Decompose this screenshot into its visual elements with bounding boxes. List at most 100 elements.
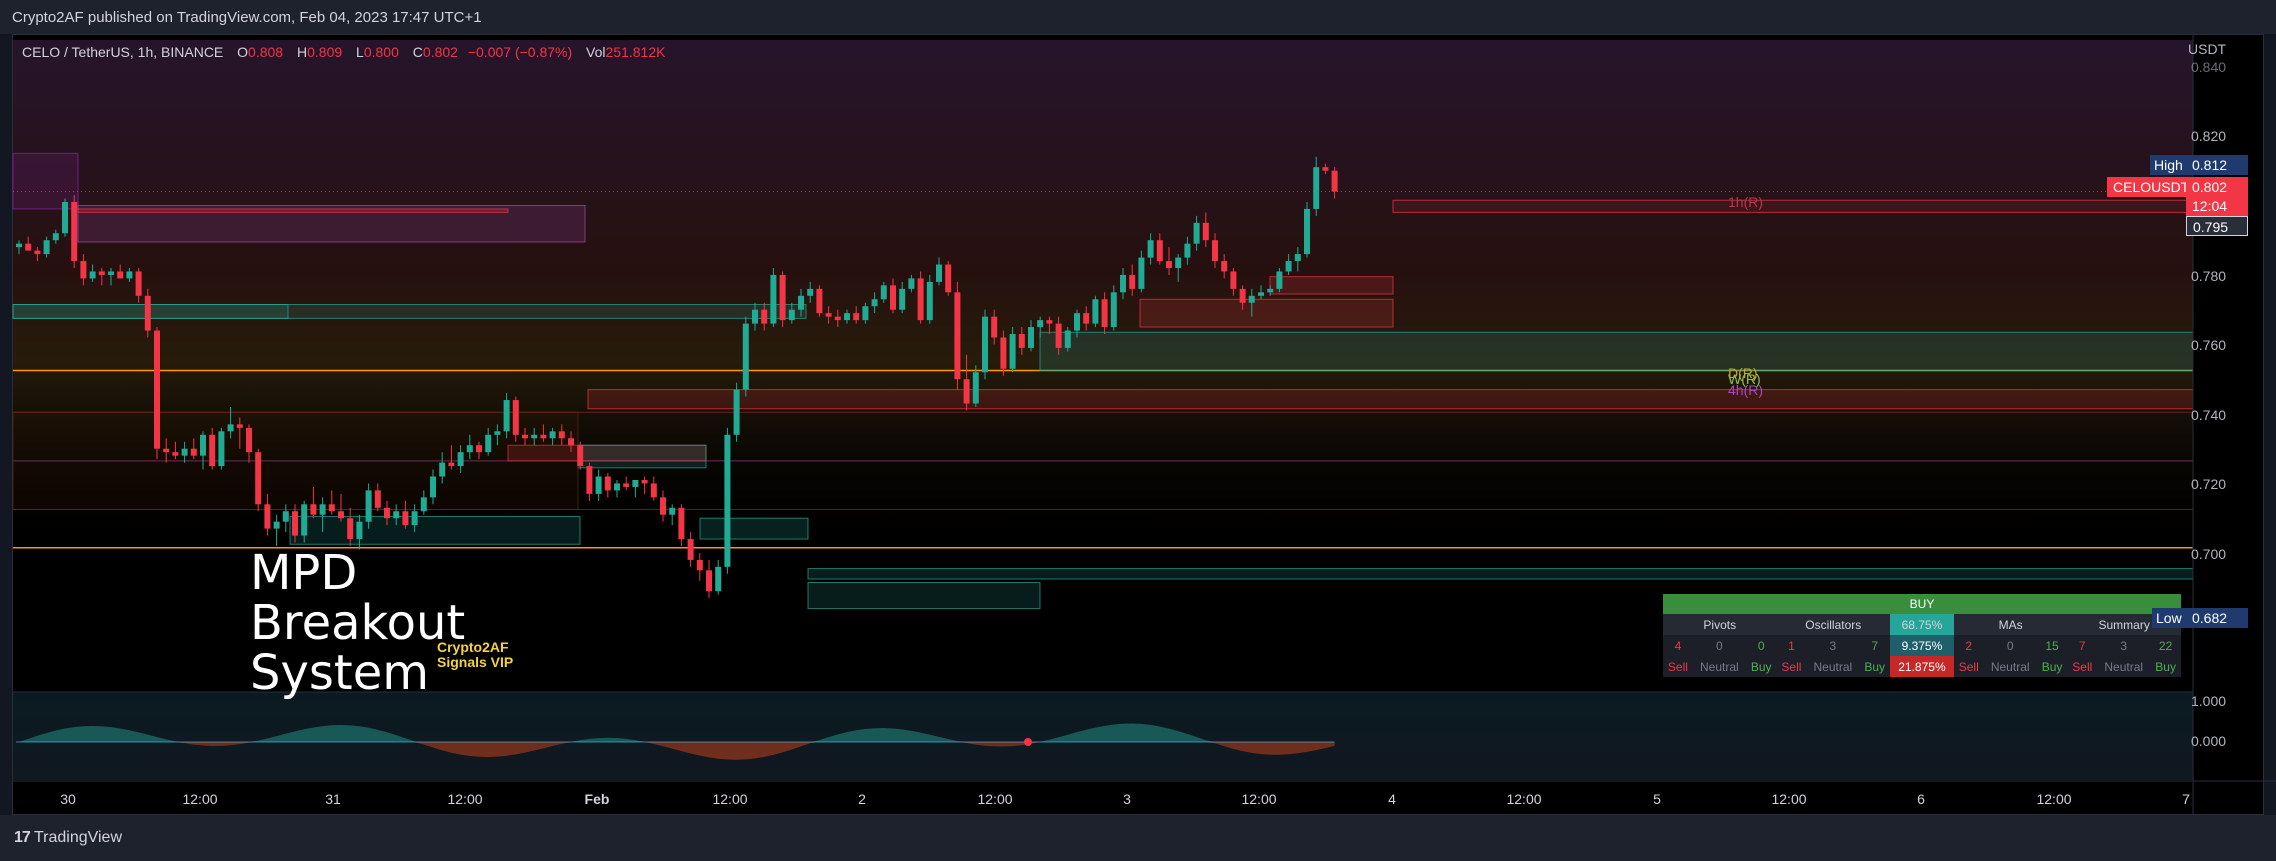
label-cell: Sell <box>1781 659 1802 674</box>
osc-tick: 1.000 <box>2191 693 2227 709</box>
candle-body <box>310 504 317 515</box>
candle-body <box>531 434 538 439</box>
candle-body <box>494 431 501 435</box>
label-cell: Sell <box>1958 659 1979 674</box>
candle-body <box>1322 167 1329 171</box>
candle-body <box>1064 330 1071 348</box>
price-tick: 0.740 <box>2191 407 2227 423</box>
symbol-title[interactable]: CELO / TetherUS, 1h, BINANCE <box>22 44 224 60</box>
zone-box <box>1139 298 1394 328</box>
candle-body <box>1304 208 1310 255</box>
candle-body <box>126 271 133 279</box>
technical-rating-table: Pivots Oscillators 68.75% MAs Summary 4 … <box>1663 614 2181 677</box>
candle-body <box>880 285 887 300</box>
candle-body <box>89 271 96 279</box>
zone-box <box>807 568 2194 580</box>
candle-body <box>834 316 841 321</box>
candle-body <box>108 271 114 275</box>
volume-label: Vol <box>586 44 606 60</box>
symbol-legend: CELO / TetherUS, 1h, BINANCE O0.808 H0.8… <box>22 44 665 60</box>
label-cell: Buy <box>1864 659 1886 674</box>
candle-body <box>733 389 740 435</box>
candle-body <box>1046 320 1053 324</box>
count-cell: 7 <box>1871 638 1879 653</box>
candle-body <box>816 288 823 314</box>
candle-body <box>853 313 860 321</box>
price-tick: 0.760 <box>2191 337 2227 353</box>
count-cell: 0 <box>1757 638 1765 653</box>
label-cell: Buy <box>1750 659 1772 674</box>
currency-label: USDT <box>2188 41 2227 57</box>
candle-body <box>641 479 648 484</box>
zone-box <box>1039 331 2194 372</box>
time-label: 12:00 <box>1506 791 1542 807</box>
zone-box <box>577 444 707 469</box>
candle-body <box>190 448 197 456</box>
candle-body <box>43 240 50 255</box>
candle-body <box>402 511 409 526</box>
publish-header: Crypto2AF published on TradingView.com, … <box>0 0 2276 34</box>
time-label: 5 <box>1653 791 1661 807</box>
time-label: 3 <box>1123 791 1131 807</box>
candle-body <box>1120 274 1126 293</box>
chart-canvas[interactable]: 1h(R)D(R)W(R)4h(R)4h(S) <box>0 0 2276 815</box>
high-label: H <box>296 44 308 60</box>
high-tag-value: 0.812 <box>2186 155 2248 175</box>
time-label: 12:00 <box>2036 791 2072 807</box>
oscillator-positive-area <box>16 723 1335 742</box>
background-gradient <box>13 40 2193 558</box>
candle-body <box>356 521 363 540</box>
time-label: 12:00 <box>1241 791 1277 807</box>
candle-body <box>660 497 666 515</box>
candle-body <box>227 424 234 432</box>
time-label: 30 <box>60 791 76 807</box>
candle-body <box>25 243 32 251</box>
candle-body <box>945 264 952 293</box>
low-tag-value: 0.682 <box>2186 608 2248 628</box>
candle-body <box>687 539 694 560</box>
open-value: 0.808 <box>248 44 284 60</box>
candle-body <box>144 295 151 331</box>
watermark-line: System <box>250 645 429 701</box>
candle-body <box>779 274 786 321</box>
candle-body <box>844 313 850 321</box>
candle-body <box>80 261 87 279</box>
candle-body <box>595 476 602 494</box>
candle-body <box>1000 337 1007 369</box>
count-cell: 7 <box>2078 638 2086 653</box>
zone-box <box>807 581 1041 610</box>
tradingview-logo[interactable]: 17 TradingView <box>14 829 122 847</box>
time-label: 31 <box>325 791 341 807</box>
candle-body <box>1175 257 1182 268</box>
candle-body <box>485 434 492 453</box>
zone-box <box>12 152 79 210</box>
candle-body <box>34 250 41 255</box>
candle-body <box>963 379 970 404</box>
open-label: O <box>237 44 249 60</box>
price-tick: 0.700 <box>2191 546 2227 562</box>
candle-body <box>742 323 749 390</box>
oscillator-pane <box>13 692 2193 780</box>
candle-body <box>512 400 519 435</box>
candle-body <box>1110 292 1117 328</box>
count-cell: 3 <box>2120 638 2128 653</box>
count-cell: 0 <box>1716 638 1723 653</box>
candle-body <box>558 431 565 439</box>
count-cell: 1 <box>1788 638 1795 653</box>
candle-body <box>917 278 924 321</box>
oscillator-negative-area <box>16 742 1335 760</box>
watermark-subtitle: Crypto2AF Signals VIP <box>437 640 513 670</box>
candle-body <box>706 570 712 592</box>
candle-body <box>568 438 574 446</box>
candle-body <box>384 507 390 519</box>
candle-body <box>62 201 68 234</box>
header-pivots: Pivots <box>1663 614 1777 635</box>
candle-body <box>972 372 979 404</box>
label-cell: Neutral <box>1700 659 1739 674</box>
candle-body <box>1267 288 1274 293</box>
candle-body <box>614 483 620 491</box>
label-cell: Neutral <box>2104 659 2144 674</box>
candle-body <box>1313 167 1320 209</box>
candle-body <box>825 313 832 317</box>
price-tick: 0.820 <box>2191 128 2227 144</box>
